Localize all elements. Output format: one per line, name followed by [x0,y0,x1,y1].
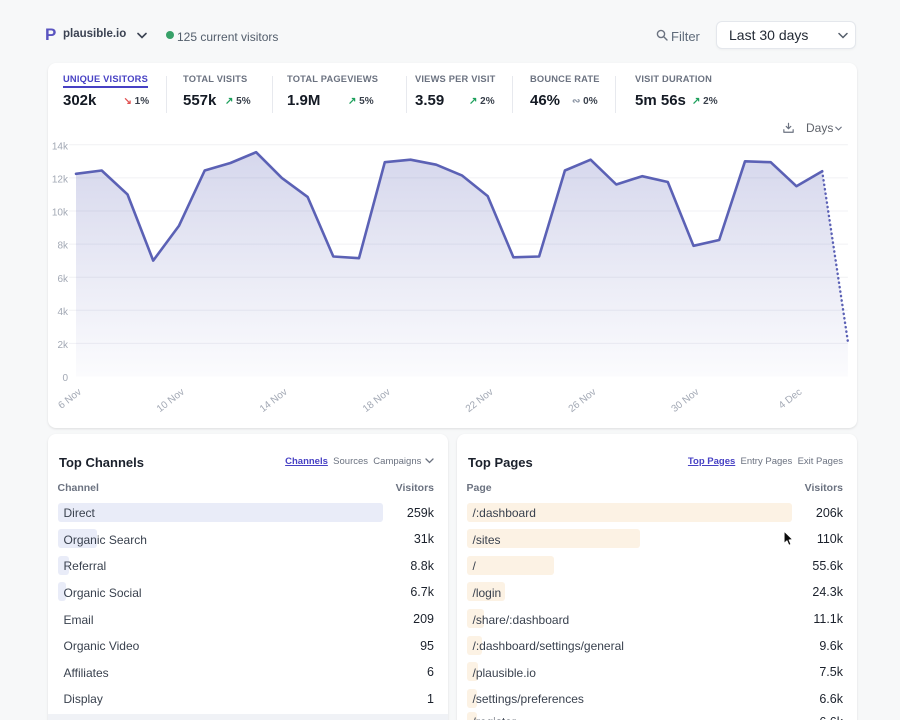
svg-text:14k: 14k [52,141,69,152]
svg-text:26 Nov: 26 Nov [567,387,599,415]
svg-text:10 Nov: 10 Nov [155,387,187,415]
svg-text:10k: 10k [52,208,69,219]
svg-text:0: 0 [62,373,68,384]
svg-text:18 Nov: 18 Nov [361,387,393,415]
svg-text:4k: 4k [57,307,69,318]
svg-text:12k: 12k [52,175,69,186]
svg-text:2k: 2k [57,340,69,351]
svg-text:22 Nov: 22 Nov [464,387,496,415]
svg-text:6k: 6k [57,274,69,285]
svg-text:4 Dec: 4 Dec [777,387,804,412]
svg-text:6 Nov: 6 Nov [56,387,83,412]
svg-text:8k: 8k [57,241,69,252]
svg-text:14 Nov: 14 Nov [258,387,290,415]
svg-text:30 Nov: 30 Nov [670,387,702,415]
